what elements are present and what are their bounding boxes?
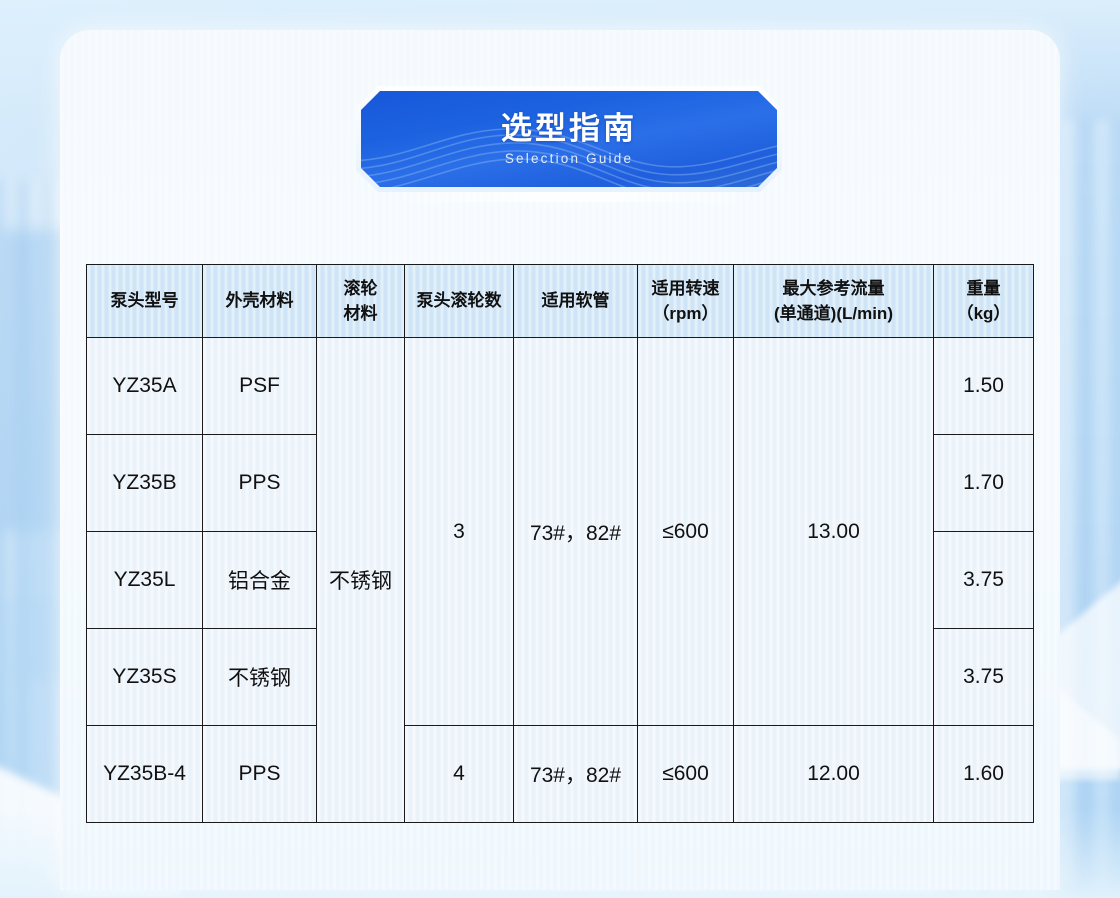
column-header-model: 泵头型号 (86, 264, 203, 338)
cell-hose-group-a: 73#，82# (513, 337, 638, 726)
spec-table: 泵头型号 外壳材料 滚轮 材料 泵头滚轮数 适用软管 适用转速 （rpm） 最大… (86, 264, 1034, 823)
table-row: YZ35B-4 PPS 4 73#，82# ≤600 12.00 1.60 (86, 725, 1034, 823)
cell-weight: 3.75 (933, 628, 1034, 726)
table-row: YZ35A PSF 不锈钢 3 73#，82# ≤600 13.00 1.50 (86, 337, 1034, 823)
cell-shell-material: 不锈钢 (202, 628, 317, 726)
cell-flow-group-b: 12.00 (733, 725, 934, 823)
section-banner: 选型指南 Selection Guide (346, 76, 792, 202)
column-header-roller-count: 泵头滚轮数 (404, 264, 514, 338)
banner-text-block: 选型指南 Selection Guide (361, 91, 777, 187)
spec-table-container: 泵头型号 外壳材料 滚轮 材料 泵头滚轮数 适用软管 适用转速 （rpm） 最大… (86, 264, 1034, 823)
column-header-shell-material: 外壳材料 (202, 264, 317, 338)
cell-model: YZ35L (86, 531, 203, 629)
banner-wave-decoration (361, 121, 777, 187)
cell-model: YZ35B-4 (86, 725, 203, 823)
banner-inner-panel: 选型指南 Selection Guide (361, 91, 777, 187)
cell-hose-group-b: 73#，82# (513, 725, 638, 823)
cell-model: YZ35B (86, 434, 203, 532)
cell-weight: 1.60 (933, 725, 1034, 823)
cell-model: YZ35A (86, 337, 203, 435)
cell-weight: 1.50 (933, 337, 1034, 435)
column-header-roller-material: 滚轮 材料 (316, 264, 405, 338)
page-title: 选型指南 (501, 110, 637, 146)
cell-model: YZ35S (86, 628, 203, 726)
cell-speed-group-b: ≤600 (637, 725, 734, 823)
column-header-weight: 重量 （kg） (933, 264, 1034, 338)
table-row: YZ35B PPS 1.70 (86, 434, 1034, 532)
table-header-row: 泵头型号 外壳材料 滚轮 材料 泵头滚轮数 适用软管 适用转速 （rpm） 最大… (86, 264, 1034, 338)
cell-shell-material: PPS (202, 725, 317, 823)
cell-roller-material-merged: 不锈钢 (316, 337, 405, 823)
cell-shell-material: PPS (202, 434, 317, 532)
cell-roller-count-group-a: 3 (404, 337, 514, 726)
banner-outer-frame: 选型指南 Selection Guide (356, 86, 782, 192)
column-header-max-flow: 最大参考流量 (单通道)(L/min) (733, 264, 934, 338)
cell-shell-material: 铝合金 (202, 531, 317, 629)
cell-flow-group-a: 13.00 (733, 337, 934, 726)
cell-weight: 1.70 (933, 434, 1034, 532)
cell-speed-group-a: ≤600 (637, 337, 734, 726)
cell-shell-material: PSF (202, 337, 317, 435)
page-subtitle: Selection Guide (504, 151, 634, 167)
column-header-hose: 适用软管 (513, 264, 638, 338)
cell-weight: 3.75 (933, 531, 1034, 629)
column-header-speed: 适用转速 （rpm） (637, 264, 734, 338)
cell-roller-count-group-b: 4 (404, 725, 514, 823)
table-row: YZ35S 不锈钢 3.75 (86, 628, 1034, 726)
table-row: YZ35L 铝合金 3.75 (86, 531, 1034, 629)
